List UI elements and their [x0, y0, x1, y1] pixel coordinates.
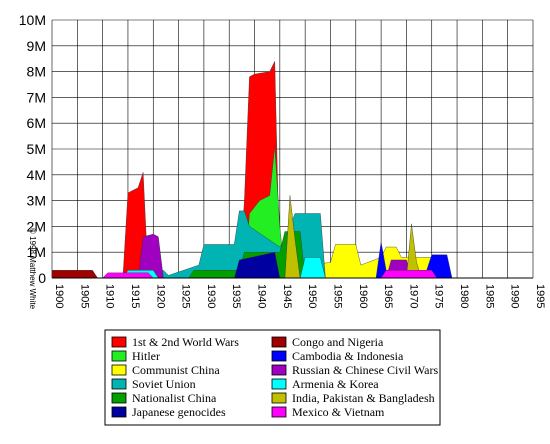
x-tick-label: 1910	[104, 284, 116, 308]
legend-swatch	[111, 350, 127, 362]
copyright: © 1998 Matthew White	[28, 228, 37, 310]
legend-label: Japanese genocides	[132, 405, 226, 419]
legend-swatch	[271, 350, 287, 362]
y-tick-label: 7M	[27, 89, 46, 105]
x-tick-label: 1980	[458, 284, 470, 308]
legend-swatch	[111, 378, 127, 390]
y-tick-label: 3M	[27, 193, 46, 209]
legend-label: Soviet Union	[132, 377, 196, 391]
x-tick-label: 1900	[53, 284, 65, 308]
legend-swatch	[271, 392, 287, 404]
x-tick-label: 1940	[256, 284, 268, 308]
y-tick-label: 10M	[19, 12, 46, 28]
area	[375, 241, 453, 279]
x-tick-label: 1965	[382, 284, 394, 308]
x-tick-label: 1920	[154, 284, 166, 308]
x-tick-label: 1950	[306, 284, 318, 308]
x-tick-label: 1930	[205, 284, 217, 308]
x-tick-label: 1960	[357, 284, 369, 308]
y-tick-label: 2M	[27, 218, 46, 234]
legend-label: Mexico & Vietnam	[292, 405, 385, 419]
y-tick-label: 1M	[27, 244, 46, 260]
y-tick-label: 5M	[27, 141, 46, 157]
x-tick-label: 1975	[433, 284, 445, 308]
legend-swatch	[111, 336, 127, 348]
legend-swatch	[271, 378, 287, 390]
y-tick-label: 4M	[27, 167, 46, 183]
legend-swatch	[271, 336, 287, 348]
legend-label: Hitler	[132, 349, 160, 363]
y-tick-label: 6M	[27, 115, 46, 131]
y-tick-label: 9M	[27, 38, 46, 54]
legend-label: Cambodia & Indonesia	[292, 349, 404, 363]
y-tick-label: 0	[38, 270, 46, 286]
x-tick-label: 1935	[230, 284, 242, 308]
legend-swatch	[271, 406, 287, 418]
legend-label: Communist China	[132, 363, 220, 377]
legend-label: Russian & Chinese Civil Wars	[292, 363, 438, 377]
x-tick-label: 1985	[483, 284, 495, 308]
x-tick-label: 1915	[129, 284, 141, 308]
legend-label: India, Pakistan & Bangladesh	[292, 391, 435, 405]
x-tick-label: 1995	[534, 284, 546, 308]
x-tick-label: 1925	[180, 284, 192, 308]
legend-label: Congo and Nigeria	[292, 335, 384, 349]
legend-label: 1st & 2nd World Wars	[132, 335, 239, 349]
legend-swatch	[271, 364, 287, 376]
legend-label: Nationalist China	[132, 391, 217, 405]
legend-label: Armenia & Korea	[292, 377, 379, 391]
legend-swatch	[111, 392, 127, 404]
x-tick-label: 1970	[407, 284, 419, 308]
x-tick-label: 1955	[331, 284, 343, 308]
legend-swatch	[111, 406, 127, 418]
x-tick-label: 1905	[78, 284, 90, 308]
y-tick-label: 8M	[27, 64, 46, 80]
x-tick-label: 1990	[509, 284, 521, 308]
legend-swatch	[111, 364, 127, 376]
x-tick-label: 1945	[281, 284, 293, 308]
